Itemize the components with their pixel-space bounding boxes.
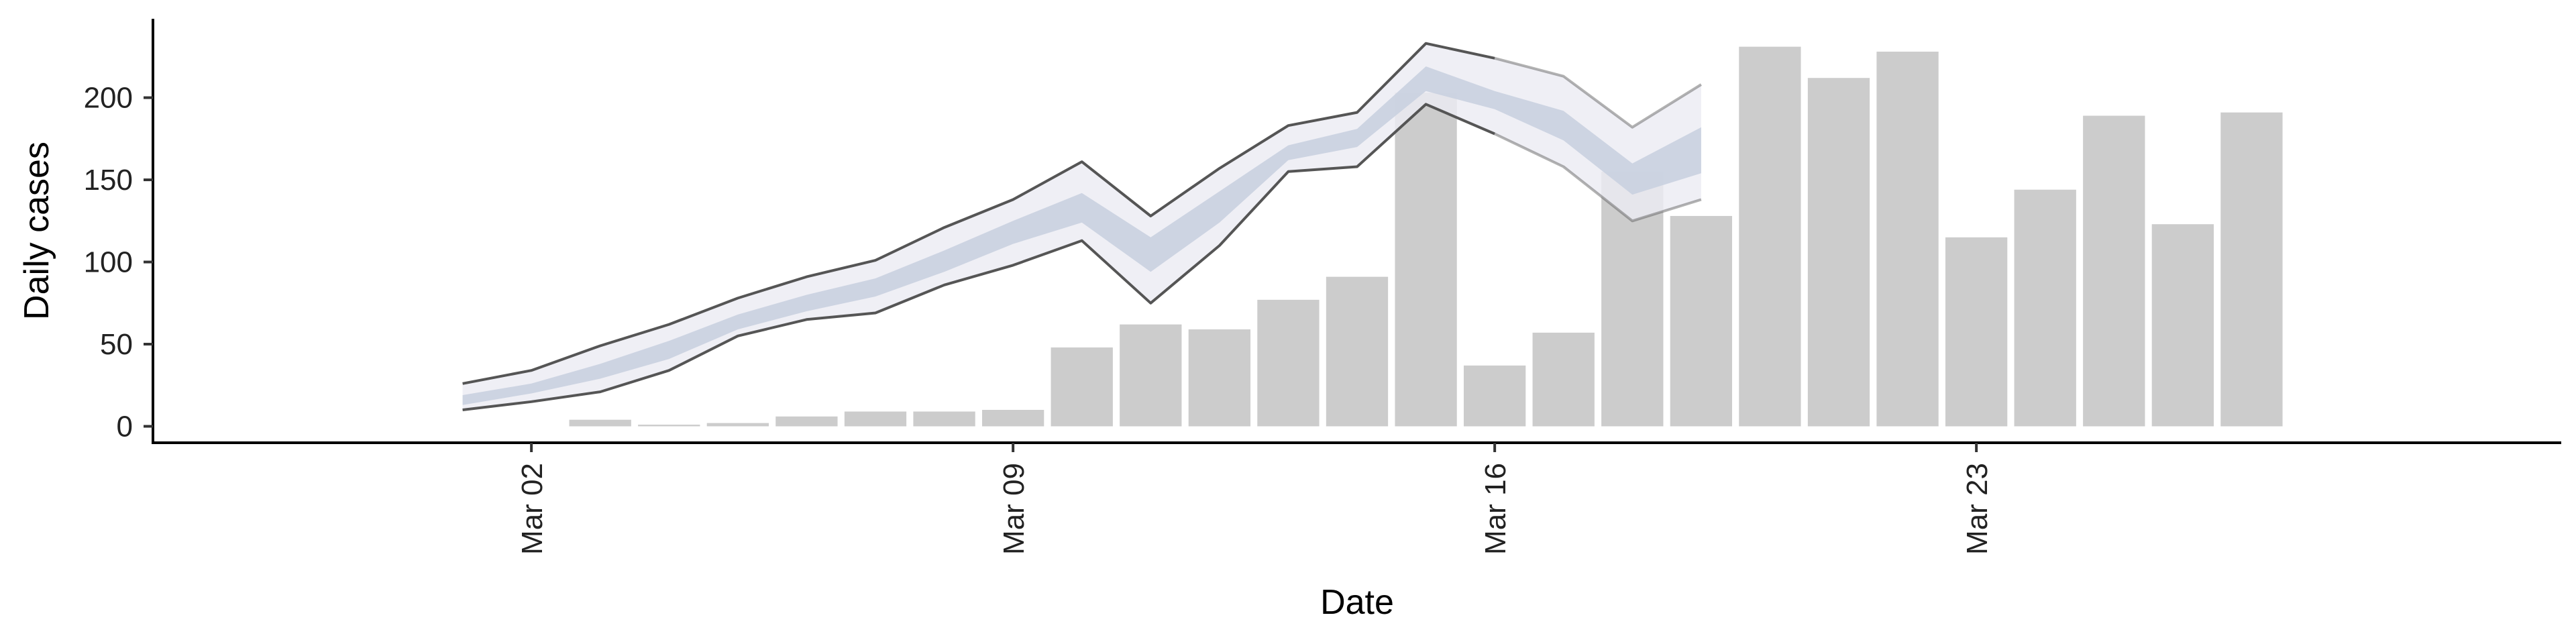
bar-2020-03-20	[1739, 46, 1801, 427]
x-tick-label: Mar 23	[1961, 463, 1994, 555]
bar-2020-03-09	[981, 410, 1044, 427]
x-tick-label: Mar 09	[998, 463, 1030, 555]
bar-2020-03-06	[775, 416, 838, 427]
y-ticks: 0 50 100 150 200	[84, 82, 153, 443]
bar-2020-03-04	[638, 425, 700, 427]
bar-2020-03-12	[1188, 329, 1251, 427]
y-tick-label: 50	[100, 328, 133, 361]
x-axis-title: Date	[1320, 583, 1394, 622]
upper-bound-line-projection	[1494, 56, 1702, 129]
bar-2020-03-03	[569, 419, 631, 427]
bar-2020-03-24	[2014, 189, 2076, 427]
y-tick-label: 100	[84, 246, 133, 279]
bar-2020-03-16	[1463, 365, 1526, 427]
y-tick-label: 0	[117, 411, 133, 443]
bar-2020-03-27	[2220, 112, 2283, 427]
bar-2020-03-17	[1532, 332, 1595, 427]
x-tick-label: Mar 02	[516, 463, 549, 555]
lower-bound-line-projection	[1494, 132, 1702, 223]
bar-2020-03-22	[1876, 51, 1939, 427]
bar-2020-03-14	[1326, 276, 1389, 427]
y-tick-label: 200	[84, 82, 133, 115]
bar-2020-03-10	[1051, 347, 1113, 427]
bar-2020-03-11	[1120, 324, 1182, 427]
bar-2020-03-05	[706, 423, 769, 427]
upper-bound-line	[462, 42, 1495, 385]
axes-layer	[152, 19, 2561, 444]
bar-2020-03-07	[844, 411, 907, 427]
x-tick-label: Mar 16	[1479, 463, 1512, 555]
y-axis-title: Daily cases	[17, 142, 56, 320]
bar-2020-03-08	[913, 411, 975, 427]
bar-2020-03-13	[1257, 299, 1320, 427]
bars-layer	[569, 46, 2283, 427]
bar-2020-03-23	[1945, 237, 2008, 427]
y-tick-label: 150	[84, 164, 133, 197]
bar-2020-03-21	[1807, 78, 1870, 427]
bar-2020-03-15	[1395, 93, 1457, 427]
bar-2020-03-19	[1670, 215, 1733, 427]
bar-2020-03-26	[2151, 224, 2214, 427]
bar-2020-03-25	[2083, 115, 2145, 427]
bands-layer	[462, 42, 1702, 411]
x-ticks: Mar 02 Mar 09 Mar 16 Mar 23	[516, 443, 1994, 555]
lower-bound-line	[462, 103, 1495, 411]
inner-interval-band	[462, 66, 1701, 405]
